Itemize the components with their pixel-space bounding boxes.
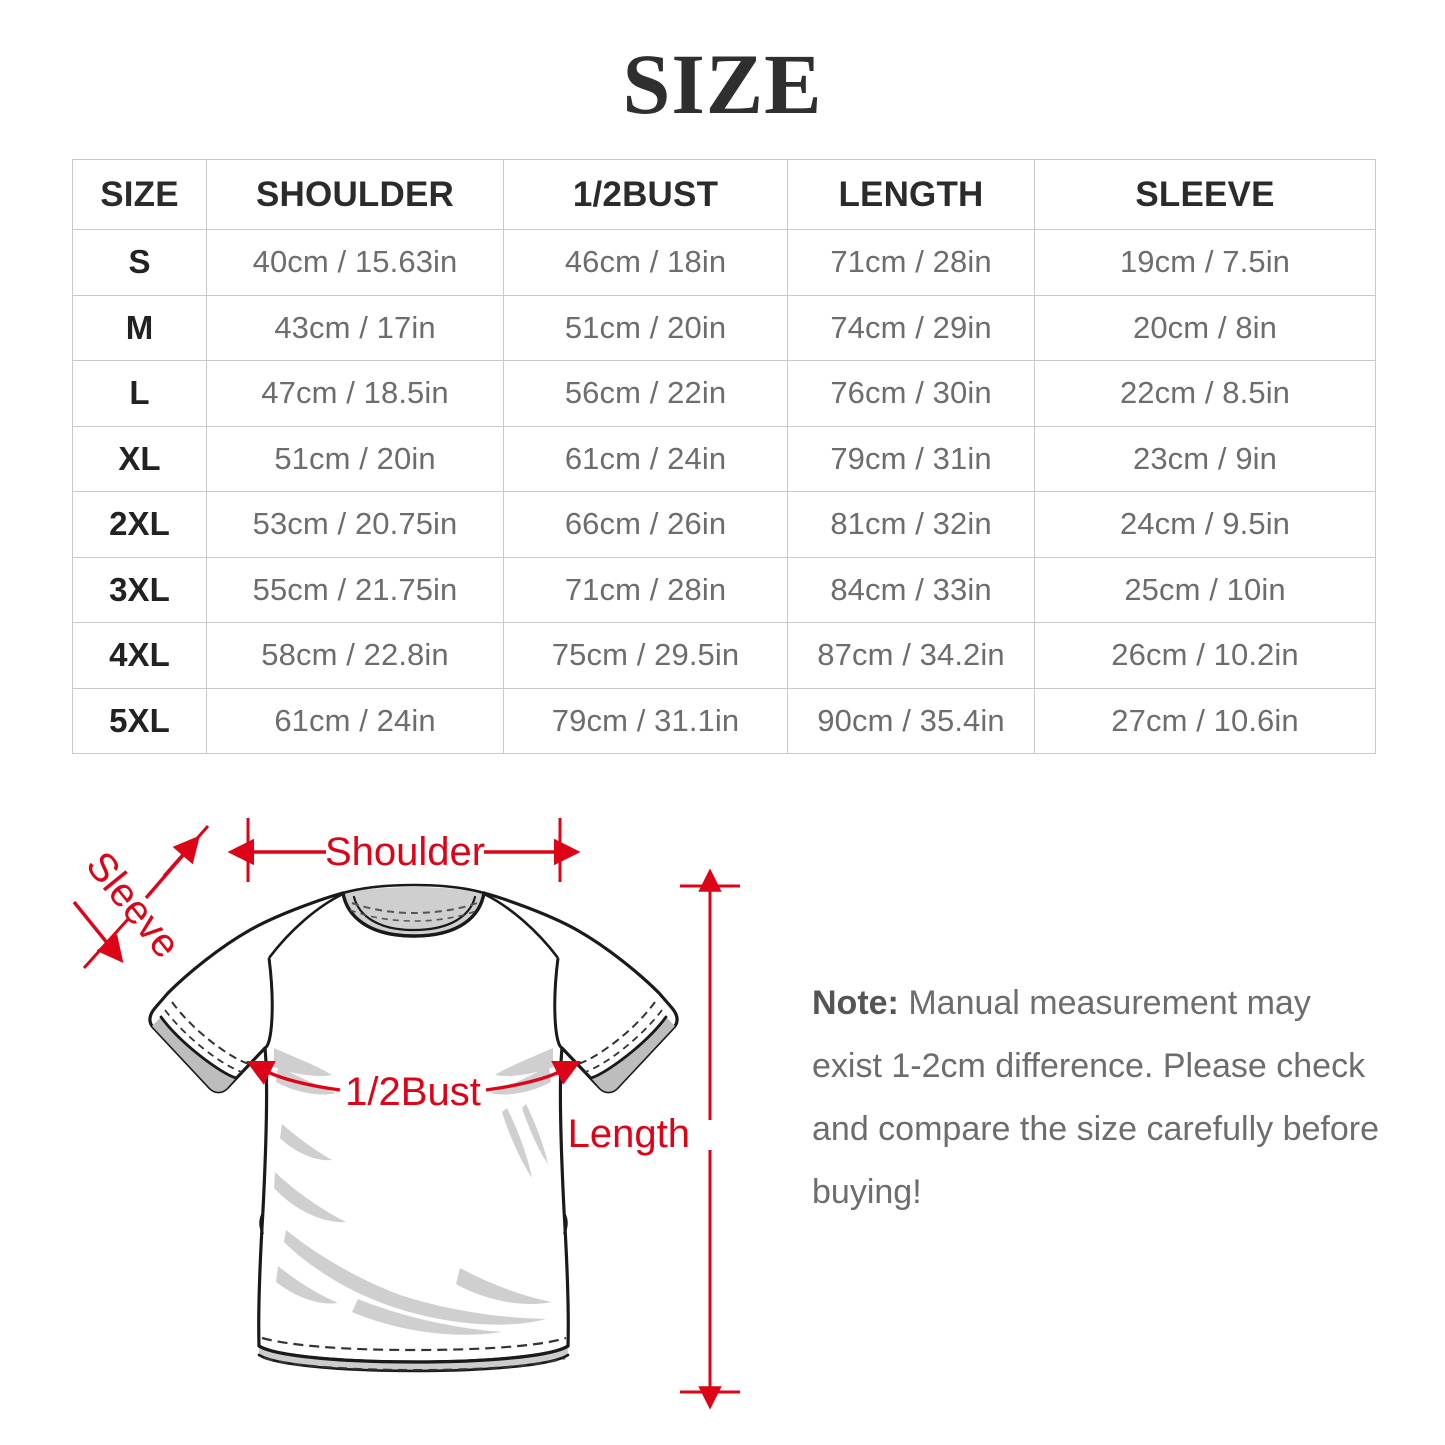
size-chart-table: SIZE SHOULDER 1/2BUST LENGTH SLEEVE S 40… — [72, 159, 1376, 754]
table-row: 3XL 55cm / 21.75in 71cm / 28in 84cm / 33… — [72, 556, 1376, 623]
cell-length: 79cm / 31in — [787, 425, 1035, 492]
bust-label: 1/2Bust — [345, 1070, 481, 1114]
collar-rib — [352, 895, 477, 932]
cell-sleeve: 27cm / 10.6in — [1034, 687, 1376, 754]
table-row: L 47cm / 18.5in 56cm / 22in 76cm / 30in … — [72, 360, 1376, 427]
bust-arrow-left — [246, 1061, 341, 1092]
table-row: 5XL 61cm / 24in 79cm / 31.1in 90cm / 35.… — [72, 687, 1376, 754]
tshirt-diagram-svg: Shoulder Sleeve 1/2Bust Length — [72, 818, 740, 1410]
cell-sleeve: 24cm / 9.5in — [1034, 491, 1376, 558]
collar-tape-stitch — [351, 902, 478, 915]
cell-bust: 66cm / 26in — [503, 491, 788, 558]
cell-shoulder: 51cm / 20in — [206, 425, 504, 492]
sleeve-cuff-right-stitch-a — [577, 1001, 656, 1065]
cell-length: 74cm / 29in — [787, 294, 1035, 361]
column-header-size: SIZE — [72, 159, 207, 230]
cell-bust: 71cm / 28in — [503, 556, 788, 623]
hem-inner-fill — [259, 1346, 568, 1371]
side-notch-left — [259, 1212, 264, 1235]
cell-shoulder: 55cm / 21.75in — [206, 556, 504, 623]
cell-shoulder: 53cm / 20.75in — [206, 491, 504, 558]
cell-shoulder: 40cm / 15.63in — [206, 229, 504, 296]
cell-size: 4XL — [72, 622, 207, 689]
size-chart-table-container: SIZE SHOULDER 1/2BUST LENGTH SLEEVE S 40… — [72, 159, 1376, 754]
sleeve-arrow-upper — [144, 835, 201, 900]
column-header-shoulder: SHOULDER — [206, 159, 504, 230]
collar-outline — [341, 891, 486, 938]
cell-size: 5XL — [72, 687, 207, 754]
cell-shoulder: 58cm / 22.8in — [206, 622, 504, 689]
fabric-fold-shading — [274, 1048, 553, 1335]
sleeve-cuff-left-stitch-a — [171, 1001, 250, 1065]
table-row: 4XL 58cm / 22.8in 75cm / 29.5in 87cm / 3… — [72, 622, 1376, 689]
cell-bust: 79cm / 31.1in — [503, 687, 788, 754]
hem-stitch-upper — [261, 1336, 567, 1352]
column-header-bust: 1/2BUST — [503, 159, 788, 230]
tshirt-illustration — [148, 883, 679, 1373]
table-header-row: SIZE SHOULDER 1/2BUST LENGTH SLEEVE — [72, 159, 1376, 230]
hem-outline — [257, 1344, 570, 1364]
collar-tape-stitch-2 — [349, 909, 480, 922]
cell-sleeve: 20cm / 8in — [1034, 294, 1376, 361]
table-row: 2XL 53cm / 20.75in 66cm / 26in 81cm / 32… — [72, 491, 1376, 558]
measurement-diagram: Shoulder Sleeve 1/2Bust Length — [0, 770, 1445, 1445]
cell-sleeve: 19cm / 7.5in — [1034, 229, 1376, 296]
note-label: Note: — [812, 984, 899, 1022]
cell-bust: 46cm / 18in — [503, 229, 788, 296]
note-text: Manual measurement may exist 1-2cm diffe… — [812, 984, 1379, 1211]
cell-length: 90cm / 35.4in — [787, 687, 1035, 754]
cell-shoulder: 47cm / 18.5in — [206, 360, 504, 427]
armhole-seam-left — [263, 957, 274, 1050]
table-row: S 40cm / 15.63in 46cm / 18in 71cm / 28in… — [72, 229, 1376, 296]
cell-size: XL — [72, 425, 207, 492]
cell-sleeve: 22cm / 8.5in — [1034, 360, 1376, 427]
cell-length: 84cm / 33in — [787, 556, 1035, 623]
cell-size: L — [72, 360, 207, 427]
cell-shoulder: 61cm / 24in — [206, 687, 504, 754]
sleeve-cuff-left-fill — [152, 1017, 236, 1092]
cell-bust: 51cm / 20in — [503, 294, 788, 361]
cell-size: 2XL — [72, 491, 207, 558]
sleeve-label: Sleeve — [77, 844, 188, 967]
cell-length: 87cm / 34.2in — [787, 622, 1035, 689]
cell-bust: 61cm / 24in — [503, 425, 788, 492]
column-header-length: LENGTH — [787, 159, 1035, 230]
sleeve-cuff-right-fill — [591, 1017, 675, 1092]
bust-arrow-right — [485, 1061, 581, 1092]
cell-size: 3XL — [72, 556, 207, 623]
sleeve-cuff-right-outline — [589, 1015, 668, 1080]
armhole-seam-right — [553, 957, 564, 1050]
cell-size: M — [72, 294, 207, 361]
shoulder-label: Shoulder — [325, 830, 485, 874]
cell-sleeve: 26cm / 10.2in — [1034, 622, 1376, 689]
sleeve-cuff-left-outline — [159, 1015, 238, 1080]
cell-sleeve: 25cm / 10in — [1034, 556, 1376, 623]
shoulder-seam-left — [267, 892, 344, 959]
cell-length: 71cm / 28in — [787, 229, 1035, 296]
cell-bust: 56cm / 22in — [503, 360, 788, 427]
table-row: XL 51cm / 20in 61cm / 24in 79cm / 31in 2… — [72, 425, 1376, 492]
sleeve-arrow-lower — [72, 900, 124, 964]
note-block: Note: Manual measurement may exist 1-2cm… — [812, 972, 1390, 1224]
shoulder-seam-right — [483, 892, 560, 959]
collar-back-edge — [341, 883, 486, 895]
length-label: Length — [568, 1112, 690, 1156]
column-header-sleeve: SLEEVE — [1034, 159, 1376, 230]
cell-length: 81cm / 32in — [787, 491, 1035, 558]
cell-shoulder: 43cm / 17in — [206, 294, 504, 361]
hem-stitch-lower — [263, 1357, 566, 1372]
cell-size: S — [72, 229, 207, 296]
page-title: SIZE — [622, 36, 823, 132]
cell-length: 76cm / 30in — [787, 360, 1035, 427]
cell-bust: 75cm / 29.5in — [503, 622, 788, 689]
table-row: M 43cm / 17in 51cm / 20in 74cm / 29in 20… — [72, 294, 1376, 361]
cell-sleeve: 23cm / 9in — [1034, 425, 1376, 492]
side-notch-right — [563, 1212, 568, 1235]
